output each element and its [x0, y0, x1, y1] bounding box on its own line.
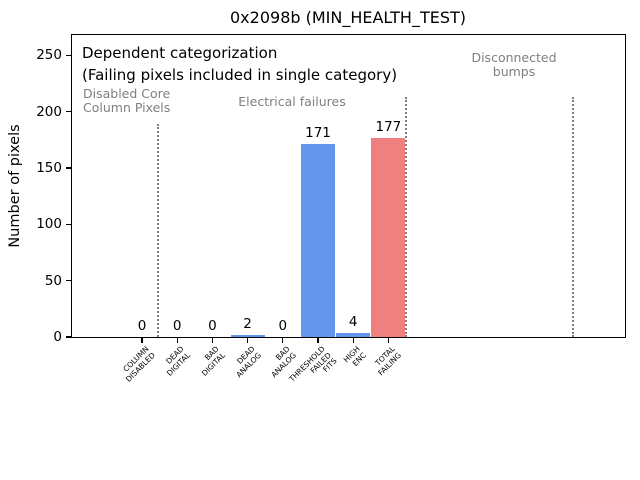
y-tick-mark: [66, 111, 71, 113]
value-label-7: 177: [375, 118, 402, 135]
y-tick-mark: [66, 336, 71, 338]
section-label-1: Electrical failures: [238, 94, 346, 109]
value-label-2: 0: [208, 318, 217, 334]
x-tick-label-2: BAD DIGITAL: [199, 344, 228, 378]
x-tick-label-1: DEAD DIGITAL: [164, 344, 192, 378]
plot-area: 0 0 0 2 0 171 4 177 Dependent categorization (F…: [71, 34, 626, 338]
y-tick-label: 0: [53, 329, 62, 345]
y-tick-label: 50: [44, 272, 62, 289]
chart-title: 0x2098b (MIN_HEALTH_TEST): [230, 8, 466, 27]
section-divider-2: [572, 97, 574, 337]
bar-7: [371, 137, 406, 337]
x-tick-label-7: TOTAL FAILING: [373, 344, 404, 378]
bar-3: [230, 334, 265, 337]
y-tick-mark: [66, 223, 71, 225]
annotation-note-line2: (Failing pixels included in single categ…: [82, 66, 398, 84]
y-tick-mark: [66, 167, 71, 169]
section-label-2: Disconnected bumps: [471, 50, 557, 79]
value-label-4: 0: [278, 318, 288, 334]
y-tick-label: 250: [36, 47, 62, 64]
y-tick-label: 150: [36, 159, 62, 176]
value-label-5: 171: [305, 125, 331, 142]
x-tick-mark: [211, 338, 213, 343]
x-tick-label-5: THRESHOLD FAILED FITS: [287, 344, 339, 384]
x-tick-mark: [352, 338, 354, 343]
x-tick-label-6: HIGH ENC: [341, 344, 368, 368]
value-label-1: 0: [172, 318, 182, 334]
annotation-note-line1: Dependent categorization: [82, 44, 278, 62]
x-tick-label-3: DEAD ANALOG: [233, 344, 263, 379]
y-tick-mark: [66, 54, 71, 56]
section-label-0: Disabled Core Column Pixels: [83, 86, 171, 115]
bar-6: [336, 332, 371, 337]
x-tick-mark: [317, 338, 319, 343]
value-label-0: 0: [137, 318, 147, 334]
bar-5: [301, 144, 335, 337]
section-divider-1: [405, 97, 407, 337]
x-tick-label-0: COLUMN DISABLED: [121, 344, 157, 384]
y-tick-label: 200: [36, 103, 62, 120]
x-tick-mark: [247, 338, 249, 343]
x-tick-mark: [387, 338, 389, 343]
section-divider-0: [157, 124, 159, 337]
x-tick-mark: [141, 338, 143, 343]
x-tick-mark: [176, 338, 178, 343]
y-tick-label: 100: [36, 216, 62, 233]
value-label-6: 4: [348, 313, 358, 330]
x-tick-mark: [282, 338, 284, 343]
y-tick-mark: [66, 280, 71, 282]
value-label-3: 2: [243, 315, 252, 332]
